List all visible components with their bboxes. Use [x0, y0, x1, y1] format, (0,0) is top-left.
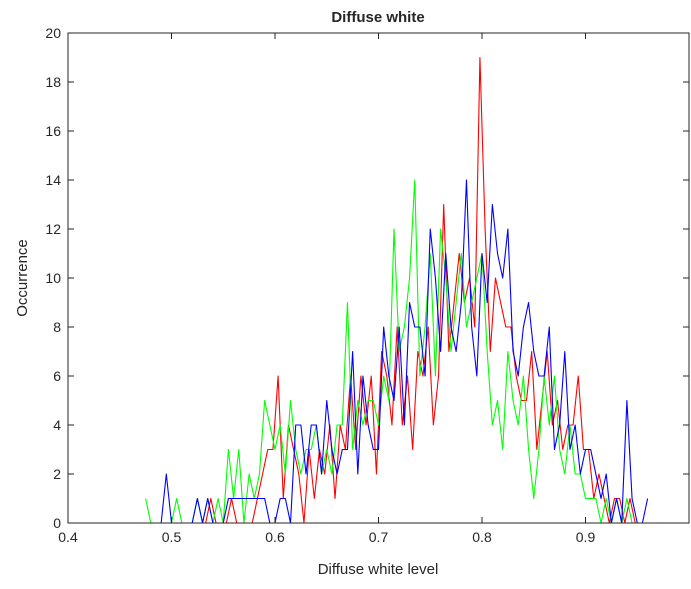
y-tick-label: 14: [45, 172, 61, 188]
x-tick-label: 0.7: [369, 529, 389, 545]
chart-title: Diffuse white: [331, 9, 424, 26]
y-tick-label: 6: [53, 368, 61, 384]
x-tick-label: 0.9: [576, 529, 596, 545]
x-tick-label: 0.6: [265, 529, 285, 545]
x-tick-label: 0.4: [58, 529, 78, 545]
y-axis-label: Occurrence: [14, 239, 31, 317]
series-line-1: [148, 56, 641, 524]
axes-box: [67, 32, 690, 524]
x-axis-label: Diffuse white level: [318, 561, 439, 578]
tick-layer: 0.4 0.5 0.6 0.7 0.8 0.9 0 2 4 6 8 10 12 14 16 18 20: [45, 25, 689, 545]
series-line-3: [150, 179, 649, 524]
y-tick-label: 0: [53, 515, 61, 531]
y-tick-label: 16: [45, 123, 61, 139]
x-tick-label: 0.5: [162, 529, 182, 545]
series-layer: [145, 56, 649, 524]
y-tick-label: 20: [45, 25, 61, 41]
y-tick-label: 12: [45, 221, 61, 237]
y-tick-label: 18: [45, 74, 61, 90]
x-tick-label: 0.8: [472, 529, 492, 545]
y-tick-label: 2: [53, 466, 61, 482]
series-line-2: [145, 179, 643, 524]
y-tick-label: 10: [45, 270, 61, 286]
y-tick-label: 4: [53, 417, 61, 433]
y-tick-label: 8: [53, 319, 61, 335]
